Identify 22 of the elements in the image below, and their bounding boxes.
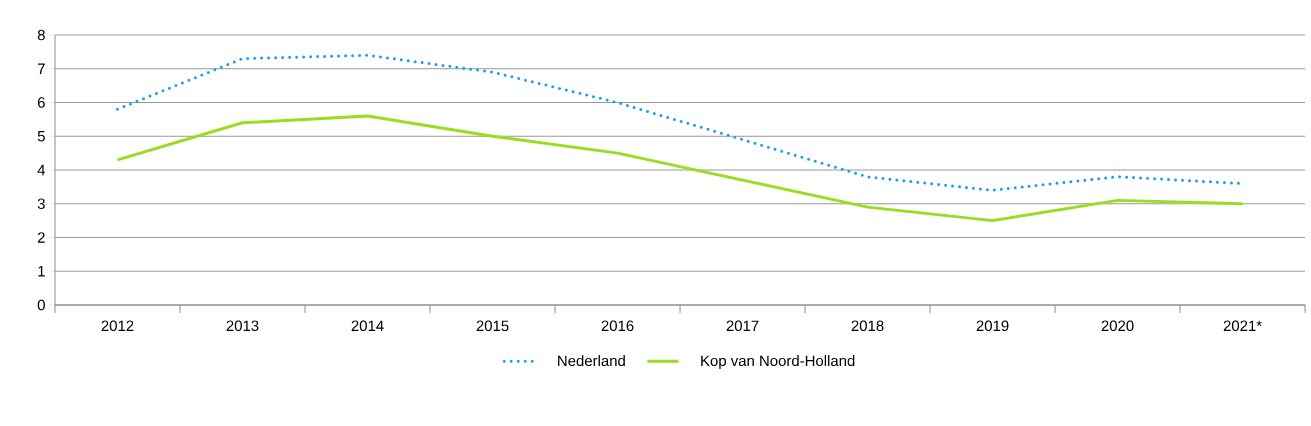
y-tick-label: 7 [37,63,45,74]
x-tick-label: 2013 [226,320,259,332]
y-tick-label: 8 [37,29,45,41]
y-tick-label: 3 [37,198,45,210]
x-tick-label: 2021* [1223,320,1262,332]
y-tick-label: 5 [37,131,45,142]
y-tick-label: 2 [37,232,45,243]
x-tick-label: 2015 [476,320,509,332]
y-tick-label: 4 [37,164,46,176]
legend-label: Nederland [558,355,625,367]
x-tick-label: 2019 [976,320,1009,332]
x-tick-label: 2020 [1101,320,1134,332]
x-tick-label: 2017 [726,320,759,332]
y-tick-label: 0 [37,299,45,311]
legend-label: Kop van Noord-Holland [701,355,855,369]
x-tick-label: 2012 [101,320,134,332]
y-tick-label: 1 [38,266,45,277]
x-tick-label: 2018 [851,320,884,332]
x-tick-label: 2014 [351,320,384,332]
line-series [116,114,1245,223]
x-tick-label: 2016 [601,320,634,332]
y-tick-label: 6 [37,97,45,108]
